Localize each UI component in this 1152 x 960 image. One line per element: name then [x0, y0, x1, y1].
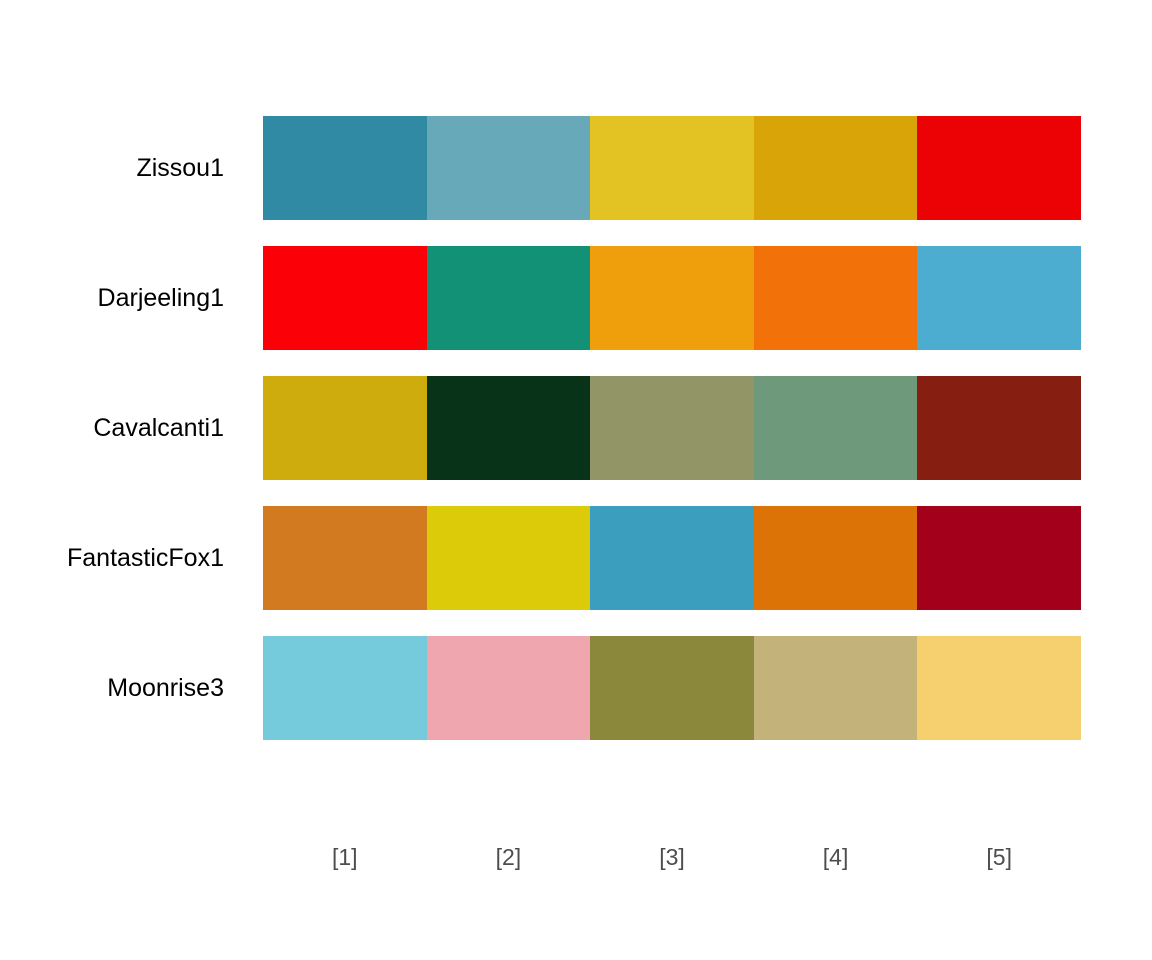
color-swatch	[590, 636, 754, 740]
x-tick-label: [4]	[822, 844, 849, 870]
color-swatch	[263, 246, 427, 350]
color-swatch	[917, 506, 1081, 610]
palette-bar	[263, 246, 1081, 350]
palette-bar	[263, 376, 1081, 480]
color-swatch	[263, 376, 427, 480]
color-swatch	[917, 116, 1081, 220]
color-swatch	[917, 246, 1081, 350]
row-label: Darjeeling1	[97, 284, 224, 312]
x-tick-label: [5]	[986, 844, 1012, 870]
color-swatch	[917, 636, 1081, 740]
color-swatch	[753, 116, 918, 220]
row-label: Zissou1	[136, 154, 224, 182]
color-swatch	[426, 506, 591, 610]
color-swatch	[263, 636, 427, 740]
color-swatch	[426, 246, 591, 350]
color-swatch	[753, 246, 918, 350]
color-swatch	[753, 376, 918, 480]
color-swatch	[917, 376, 1081, 480]
color-swatch	[426, 376, 591, 480]
palette-bar	[263, 636, 1081, 740]
color-swatch	[590, 116, 754, 220]
x-tick-label: [3]	[659, 844, 685, 870]
color-swatch	[426, 116, 591, 220]
color-swatch	[753, 506, 918, 610]
palette-bar	[263, 116, 1081, 220]
row-label: Cavalcanti1	[93, 414, 224, 442]
color-swatch	[263, 116, 427, 220]
color-swatch	[590, 246, 754, 350]
row-label: Moonrise3	[107, 674, 224, 702]
color-swatch	[590, 376, 754, 480]
x-tick-label: [2]	[495, 844, 522, 870]
row-label: FantasticFox1	[66, 544, 224, 572]
color-swatch	[426, 636, 591, 740]
x-tick-label: [1]	[332, 844, 358, 870]
color-swatch	[753, 636, 918, 740]
palette-bar	[263, 506, 1081, 610]
color-swatch	[263, 506, 427, 610]
color-swatch	[590, 506, 754, 610]
